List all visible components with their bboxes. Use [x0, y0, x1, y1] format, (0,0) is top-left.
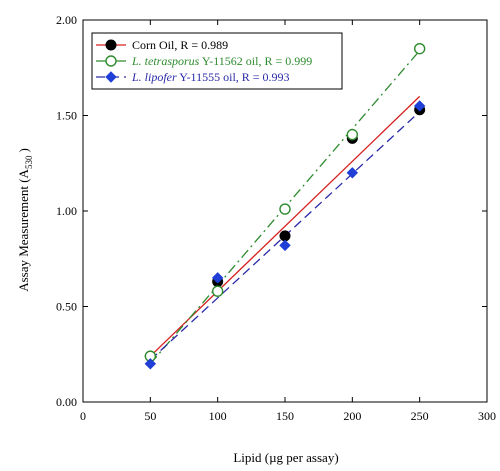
y-axis-title-subscript: 530 [24, 155, 34, 169]
legend-marker-tetrasporus [105, 55, 117, 67]
legend-label-corn: Corn Oil, R = 0.989 [132, 38, 228, 52]
legend-box [91, 32, 343, 90]
data-point-tetrasporus [346, 128, 359, 141]
y-axis-ticks: 0.00 0.50 1.00 1.50 2.00 [56, 13, 487, 409]
y-tick-label: 2.00 [56, 13, 77, 27]
data-point-tetrasporus [211, 285, 224, 297]
y-tick-label: 1.50 [56, 109, 77, 123]
x-tick-label: 250 [411, 409, 429, 423]
x-axis-title: Lipid (µg per assay) [233, 450, 338, 465]
x-tick-label: 50 [144, 409, 156, 423]
x-tick-label: 300 [478, 409, 496, 423]
x-tick-label: 100 [209, 409, 227, 423]
data-point-tetrasporus [413, 42, 426, 55]
y-tick-label: 0.00 [56, 395, 77, 409]
data-point-tetrasporus [279, 203, 291, 215]
legend-label-text: Y-11562 oil, R = 0.999 [199, 54, 312, 68]
data-point-lipofer [279, 239, 291, 252]
legend-label-text: Y-11555 oil, R = 0.993 [177, 70, 290, 84]
data-point-lipofer [346, 167, 359, 179]
y-axis-title-close: ) [16, 148, 31, 152]
y-tick-label: 0.50 [56, 300, 77, 314]
x-axis-ticks: 0 50 100 150 200 250 300 [80, 20, 496, 423]
data-markers [144, 42, 426, 370]
data-point-lipofer [144, 358, 157, 370]
legend-marker-corn [105, 39, 117, 51]
data-point-lipofer [413, 100, 426, 112]
legend-label-text: Corn Oil, R = 0.989 [132, 38, 228, 52]
legend-label-italic: L. tetrasporus [131, 54, 200, 68]
x-tick-label: 150 [276, 409, 294, 423]
y-axis-title: Assay Measurement (A530) [16, 148, 34, 292]
data-point-corn [279, 230, 291, 242]
legend: Corn Oil, R = 0.989 L. tetrasporus Y-1156… [91, 32, 343, 90]
legend-label-italic: L. lipofer [131, 70, 177, 84]
y-axis-title-main: Assay Measurement (A [16, 168, 31, 291]
legend-label-lipofer: L. lipofer Y-11555 oil, R = 0.993 [131, 70, 290, 84]
fit-line-corn [149, 95, 421, 357]
legend-label-tetrasporus: L. tetrasporus Y-11562 oil, R = 0.999 [131, 54, 312, 68]
data-point-lipofer [211, 272, 224, 284]
legend-marker-lipofer [105, 71, 117, 83]
x-tick-label: 0 [80, 409, 86, 423]
x-tick-label: 200 [343, 409, 361, 423]
y-tick-label: 1.00 [56, 204, 77, 218]
